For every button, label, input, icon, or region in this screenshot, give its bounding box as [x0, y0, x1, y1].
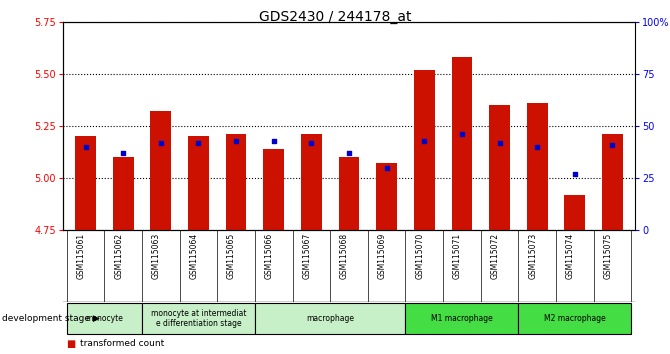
- Bar: [377, 164, 397, 230]
- Text: GSM115074: GSM115074: [565, 233, 575, 279]
- Bar: [67, 303, 142, 334]
- Bar: [602, 134, 623, 230]
- Bar: [142, 303, 255, 334]
- Text: GSM115065: GSM115065: [227, 233, 236, 279]
- Point: [419, 138, 429, 143]
- Text: GSM115067: GSM115067: [302, 233, 312, 279]
- Text: GSM115072: GSM115072: [490, 233, 500, 279]
- Point: [230, 138, 241, 143]
- Text: ■: ■: [66, 338, 76, 349]
- Text: M1 macrophage: M1 macrophage: [431, 314, 492, 323]
- Point: [381, 165, 392, 170]
- Bar: [151, 112, 172, 230]
- Point: [494, 140, 505, 145]
- Text: GSM115070: GSM115070: [415, 233, 424, 279]
- Bar: [75, 136, 96, 230]
- Text: GSM115062: GSM115062: [114, 233, 123, 279]
- Bar: [414, 70, 435, 230]
- Point: [269, 138, 279, 143]
- Text: GSM115071: GSM115071: [453, 233, 462, 279]
- Bar: [188, 136, 209, 230]
- Text: GSM115066: GSM115066: [265, 233, 274, 279]
- Point: [456, 131, 467, 137]
- Point: [306, 140, 317, 145]
- Bar: [226, 134, 247, 230]
- Point: [118, 150, 129, 156]
- Text: GSM115069: GSM115069: [378, 233, 387, 279]
- Text: GSM115075: GSM115075: [604, 233, 612, 279]
- Bar: [564, 195, 585, 230]
- Point: [155, 140, 166, 145]
- Point: [344, 150, 354, 156]
- Bar: [113, 157, 133, 230]
- Text: development stage ▶: development stage ▶: [2, 314, 100, 323]
- Bar: [452, 57, 472, 230]
- Bar: [405, 303, 519, 334]
- Text: GDS2430 / 244178_at: GDS2430 / 244178_at: [259, 10, 411, 24]
- Text: GSM115068: GSM115068: [340, 233, 349, 279]
- Point: [532, 144, 543, 150]
- Text: GSM115064: GSM115064: [190, 233, 198, 279]
- Text: GSM115073: GSM115073: [528, 233, 537, 279]
- Point: [607, 142, 618, 148]
- Point: [193, 140, 204, 145]
- Bar: [263, 149, 284, 230]
- Text: monocyte at intermediat
e differentiation stage: monocyte at intermediat e differentiatio…: [151, 309, 246, 328]
- Text: transformed count: transformed count: [80, 338, 164, 348]
- Text: GSM115063: GSM115063: [152, 233, 161, 279]
- Bar: [519, 303, 631, 334]
- Text: GSM115061: GSM115061: [76, 233, 86, 279]
- Text: M2 macrophage: M2 macrophage: [544, 314, 606, 323]
- Bar: [255, 303, 405, 334]
- Text: macrophage: macrophage: [306, 314, 354, 323]
- Bar: [301, 134, 322, 230]
- Bar: [338, 157, 359, 230]
- Bar: [489, 105, 510, 230]
- Point: [570, 171, 580, 177]
- Bar: [527, 103, 547, 230]
- Point: [80, 144, 91, 150]
- Text: monocyte: monocyte: [86, 314, 123, 323]
